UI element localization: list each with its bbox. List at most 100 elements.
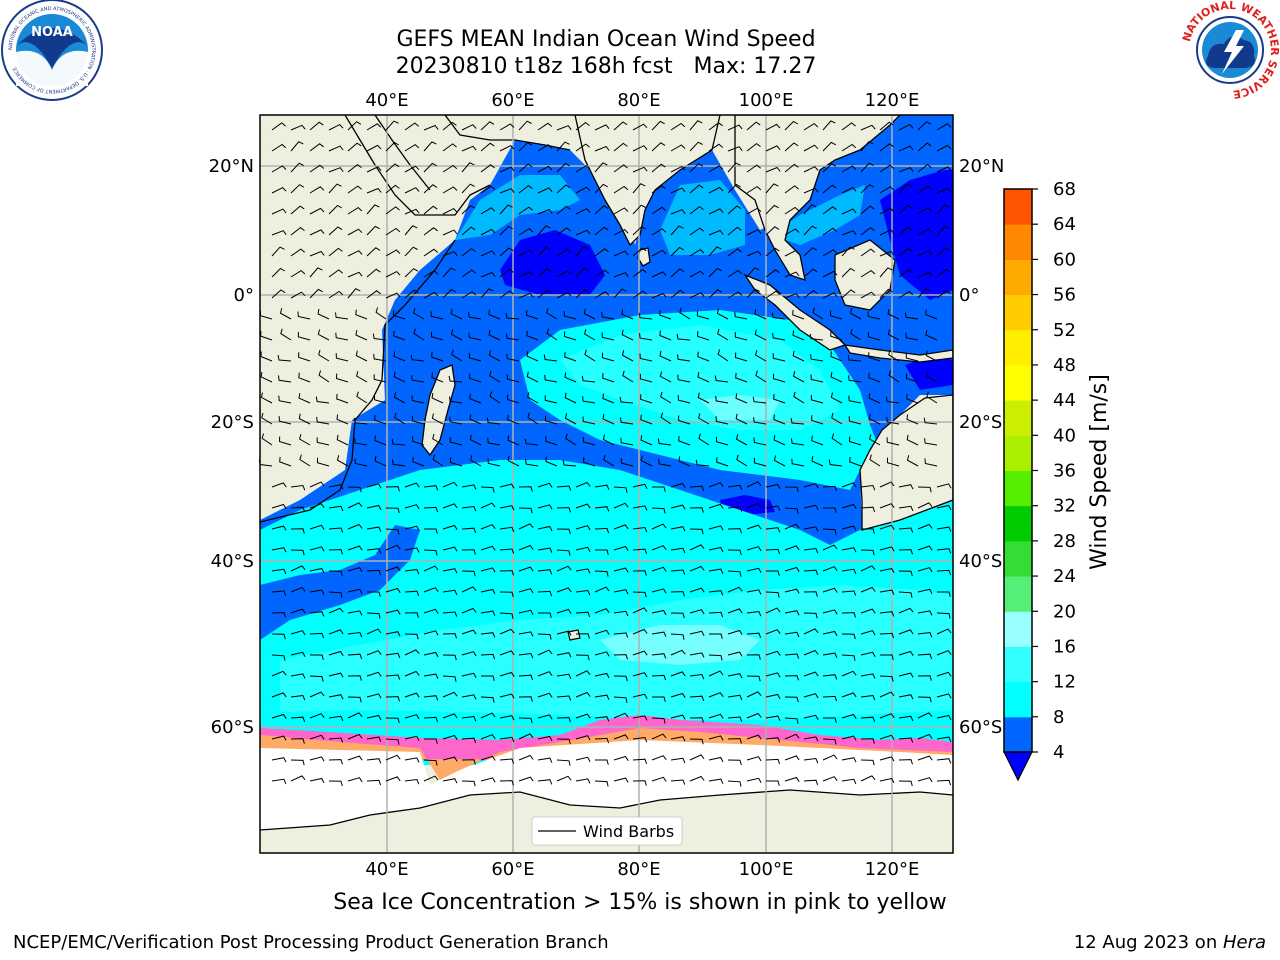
wind-barb	[461, 145, 477, 152]
wind-barb	[860, 630, 876, 636]
wind-barb	[347, 523, 363, 530]
wind-barb	[698, 433, 710, 446]
wind-barb	[480, 632, 496, 638]
wind-barb	[879, 777, 895, 784]
wind-barb	[442, 288, 457, 299]
wind-barb	[670, 714, 686, 720]
wind-barb	[442, 778, 458, 784]
wind-barb	[822, 587, 838, 593]
wind-barb	[651, 776, 667, 782]
wind-barb	[632, 693, 648, 699]
wind-barb	[917, 523, 933, 530]
wind-barb	[613, 712, 629, 719]
wind-barb	[746, 567, 762, 573]
wind-barb	[727, 629, 743, 635]
wind-barb	[746, 229, 762, 236]
wind-barb	[385, 717, 400, 724]
wind-barb	[613, 567, 629, 573]
wind-barb	[518, 566, 534, 572]
wind-barb	[594, 269, 610, 278]
wind-barb	[461, 737, 477, 744]
wind-barb	[480, 121, 495, 131]
wind-barb	[430, 311, 444, 320]
wind-barb	[385, 652, 401, 659]
wind-barb	[936, 650, 952, 656]
wind-barb	[898, 505, 914, 512]
wind-barb	[391, 438, 406, 446]
wind-barb	[546, 328, 558, 341]
wind-barb	[670, 144, 686, 152]
wind-barb	[809, 333, 824, 341]
wind-barb	[277, 354, 292, 362]
wind-barb	[765, 226, 780, 236]
wind-barb	[431, 372, 444, 383]
wind-barb	[847, 354, 862, 362]
wind-barb	[670, 504, 686, 510]
wind-barb	[518, 717, 533, 724]
wind-barb	[366, 144, 382, 152]
wind-barb	[860, 586, 876, 593]
wind-barb	[298, 413, 311, 425]
wind-barb	[499, 247, 514, 257]
wind-barb	[898, 759, 913, 765]
wind-barb	[651, 674, 667, 681]
wind-barb	[831, 412, 843, 425]
wind-barb	[925, 330, 938, 341]
wind-barb	[766, 570, 780, 576]
wind-barb	[613, 524, 629, 530]
wind-barb	[480, 250, 496, 257]
wind-barb	[335, 353, 349, 362]
wind-barb	[317, 329, 330, 341]
wind-barb	[411, 395, 425, 404]
wind-barb	[556, 248, 572, 257]
wind-barb	[622, 370, 634, 383]
wind-barb	[507, 455, 520, 467]
wind-barb	[879, 734, 895, 740]
wind-barb	[841, 525, 857, 531]
wind-barb	[727, 549, 742, 556]
wind-barb	[564, 392, 577, 404]
wind-barb	[679, 307, 691, 320]
wind-barb	[423, 565, 439, 572]
wind-barb	[480, 502, 496, 509]
wind-barb	[366, 671, 382, 677]
wind-barb	[708, 735, 724, 741]
wind-barb	[860, 124, 876, 131]
wind-barb	[917, 271, 933, 278]
wind-barb	[632, 166, 648, 173]
wind-barb	[537, 671, 553, 677]
wind-barb	[860, 673, 876, 679]
wind-barb	[613, 610, 629, 617]
wind-barb	[290, 775, 306, 782]
wind-barb	[936, 526, 952, 532]
wind-barb	[413, 308, 425, 320]
wind-barb	[328, 672, 344, 678]
wind-barb	[613, 142, 628, 152]
wind-barb	[431, 352, 444, 362]
wind-barb	[715, 416, 729, 425]
wind-barb	[727, 759, 742, 766]
wind-barb	[676, 333, 691, 341]
wind-barb	[708, 186, 724, 194]
wind-barb	[670, 736, 686, 742]
wind-barb	[594, 291, 610, 299]
wind-barb	[309, 481, 325, 488]
wind-barb	[803, 612, 818, 619]
wind-barb	[879, 267, 893, 278]
wind-barb	[677, 354, 691, 362]
wind-barb	[545, 436, 558, 446]
wind-barb	[708, 525, 724, 531]
wind-barb	[309, 121, 324, 131]
wind-barb	[841, 670, 857, 677]
wind-barb	[461, 570, 476, 577]
wind-barb	[442, 633, 457, 639]
wind-barb	[310, 654, 324, 660]
wind-barb	[423, 651, 439, 658]
wind-barb	[670, 289, 685, 299]
lat-left-60s: 60°S	[211, 717, 254, 738]
wind-barb	[366, 166, 382, 173]
wind-barb	[431, 413, 444, 425]
colorbar-segment	[1004, 400, 1032, 436]
wind-barb	[651, 185, 666, 194]
wind-barb	[442, 143, 457, 152]
